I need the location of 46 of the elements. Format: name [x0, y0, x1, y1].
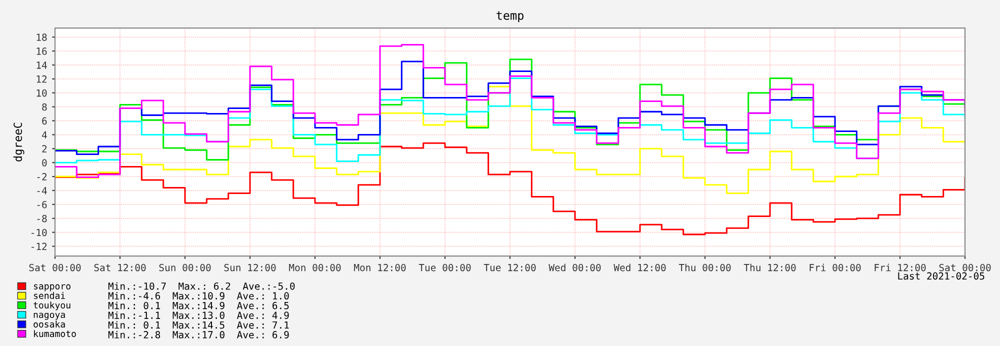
y-tick-label: 10 [36, 89, 47, 97]
x-tick-label: Sat 12:00 [94, 264, 146, 272]
y-tick-label: -8 [37, 214, 47, 222]
y-tick-label: 2 [42, 145, 47, 152]
x-tick-label: Thu 12:00 [744, 264, 796, 272]
y-tick-label: 14 [36, 62, 47, 69]
x-tick-label: Fri 00:00 [810, 264, 861, 272]
legend-label: toukyou [34, 302, 70, 310]
text: Min.:-10.7 Max.: 6.2 Ave.:-5.0 [108, 282, 295, 290]
x-tick-label: Wed 00:00 [548, 264, 601, 272]
y-tick-label: 12 [36, 75, 47, 83]
legend-label: nagoya [34, 312, 65, 320]
x-tick-label: Sun 12:00 [224, 264, 276, 272]
text: Min.:-2.8 Max.:17.0 Ave.: 6.9 [108, 330, 289, 338]
x-tick-label: Thu 00:00 [678, 264, 731, 272]
y-tick-label: -4 [37, 187, 47, 194]
x-tick-label: Tue 00:00 [418, 264, 471, 272]
chart-title: temp [496, 11, 524, 22]
x-tick-label: Fri 12:00 [874, 264, 926, 272]
text: Min.:-1.1 Max.:13.0 Ave.: 4.9 [108, 311, 289, 319]
x-tick-label: Sun 00:00 [159, 264, 211, 272]
y-tick-label: 0 [42, 159, 47, 166]
y-tick-label: 8 [42, 103, 47, 111]
x-tick-label: Wed 12:00 [614, 264, 666, 272]
y-tick-label: 16 [36, 48, 47, 55]
x-tick-label: Mon 00:00 [289, 264, 341, 272]
x-tick-label: Sat 00:00 [29, 264, 81, 272]
y-tick-label: -2 [37, 173, 47, 180]
text: Last 2021-02-05 [898, 272, 984, 280]
legend-label: sendai [34, 292, 65, 299]
legend-label: oosaka [34, 320, 65, 328]
y-tick-label: 4 [42, 131, 47, 138]
x-tick-label: Tue 12:00 [484, 264, 536, 272]
text: Min.:-4.6 Max.:10.9 Ave.: 1.0 [108, 292, 289, 300]
text: Min.: 0.1 Max.:14.5 Ave.: 7.1 [108, 321, 289, 329]
text: Min.: 0.1 Max.:14.9 Ave.: 6.5 [108, 302, 289, 310]
y-tick-label: 6 [42, 117, 47, 125]
x-tick-label: Sat 00:00 [939, 264, 991, 272]
y-tick-label: 18 [36, 34, 47, 41]
legend-label: kumamoto [34, 330, 76, 338]
y-axis-title: dgreeC [13, 122, 24, 162]
x-tick-label: Mon 12:00 [354, 264, 406, 272]
y-tick-label: -10 [31, 228, 47, 236]
y-tick-label: -12 [31, 242, 47, 250]
legend-label: sapporo [34, 284, 70, 292]
y-tick-label: -6 [37, 200, 47, 208]
